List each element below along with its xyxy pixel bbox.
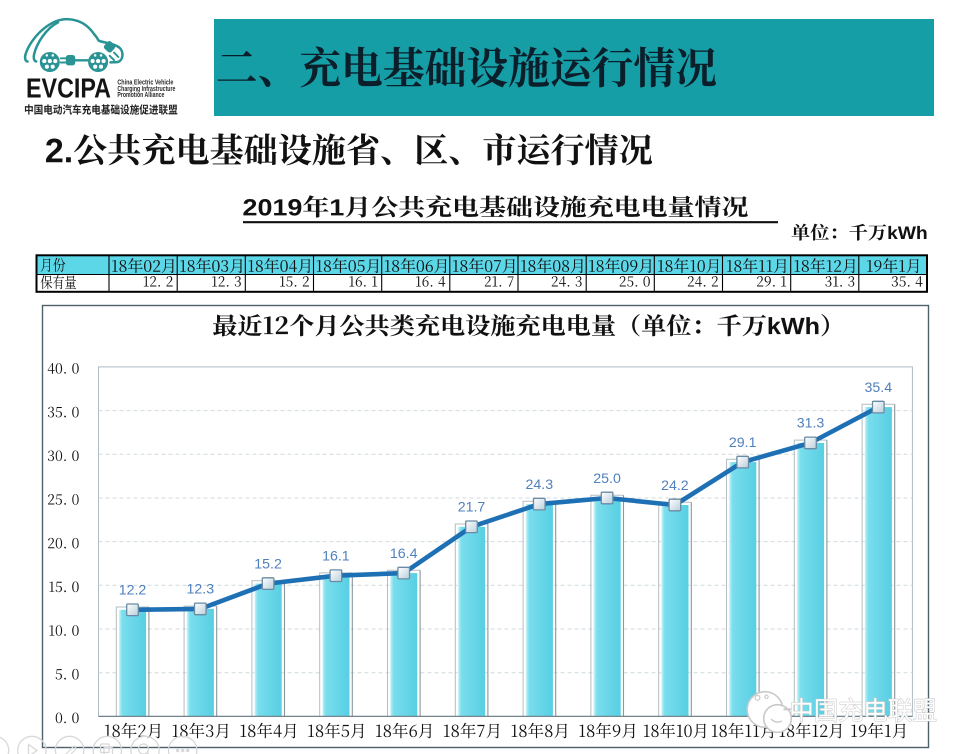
svg-text:16.4: 16.4: [390, 546, 418, 562]
svg-text:24.2: 24.2: [661, 478, 689, 494]
svg-text:China Electric Vehicle: China Electric Vehicle: [117, 79, 173, 86]
svg-text:Promotion Alliance: Promotion Alliance: [117, 92, 164, 99]
svg-text:31.3: 31.3: [797, 416, 825, 432]
svg-text:21.7: 21.7: [458, 500, 486, 516]
svg-text:16.1: 16.1: [322, 549, 350, 565]
svg-text:Charging Infrastructure: Charging Infrastructure: [117, 86, 175, 93]
svg-text:12.2: 12.2: [119, 583, 147, 599]
svg-text:EVCIPA: EVCIPA: [26, 73, 111, 104]
svg-text:25.0: 25.0: [593, 471, 621, 487]
svg-text:35.4: 35.4: [864, 380, 892, 396]
svg-text:24.3: 24.3: [525, 477, 553, 493]
svg-text:12.3: 12.3: [186, 582, 214, 598]
svg-text:29.1: 29.1: [729, 435, 757, 451]
svg-text:15.2: 15.2: [254, 556, 282, 572]
